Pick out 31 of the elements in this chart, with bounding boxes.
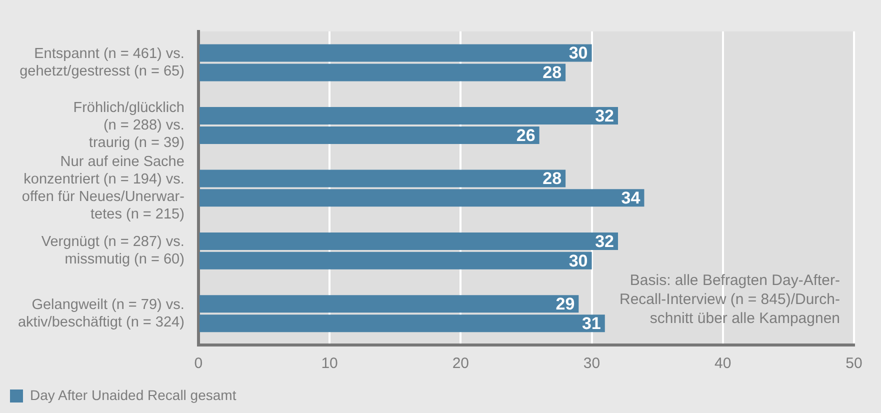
bar <box>199 126 540 144</box>
y-tick-label: Entspannt (n = 461) vs. gehetzt/gestresst (n = 65) <box>20 46 184 80</box>
y-tick-label: Vergnügt (n = 287) vs. missmutig (n = 60) <box>41 234 184 268</box>
bar <box>199 170 566 188</box>
data-label: 31 <box>582 314 601 334</box>
y-tick-label: Nur auf eine Sache konzentriert (n = 194) vs. offen für Neues/Unerwar- tetes (n = 215) <box>22 154 185 222</box>
x-tick-label: 0 <box>194 355 203 372</box>
bar <box>199 252 592 270</box>
legend-label: Day After Unaided Recall gesamt <box>30 386 236 403</box>
x-tick-label: 30 <box>583 355 600 372</box>
data-label: 30 <box>568 44 588 63</box>
data-label: 28 <box>542 63 562 82</box>
bar <box>199 295 579 313</box>
data-label: 29 <box>556 294 575 314</box>
bar <box>199 314 605 332</box>
data-label: 26 <box>516 126 536 145</box>
y-tick-label: Gelangweilt (n = 79) vs. aktiv/beschäftigt (n = 324) <box>18 296 184 330</box>
bar <box>199 189 644 207</box>
y-tick-label: Fröhlich/glücklich (n = 288) vs. traurig (n = 39) <box>73 100 184 151</box>
x-tick-label: 10 <box>321 355 338 372</box>
x-tick-label: 20 <box>452 355 470 372</box>
data-label: 28 <box>542 169 562 188</box>
x-tick-label: 50 <box>846 355 862 372</box>
bar <box>199 232 618 250</box>
bar <box>199 107 618 125</box>
data-label: 32 <box>595 232 614 251</box>
data-label: 30 <box>568 251 588 270</box>
annotation: Basis: alle Befragten Day-After- Recall-Interview (n = 845)/Durch- schnitt über alle Kampagnen <box>620 272 840 327</box>
x-tick-label: 40 <box>714 355 732 372</box>
data-label: 34 <box>621 188 641 208</box>
data-label: 32 <box>595 106 614 126</box>
